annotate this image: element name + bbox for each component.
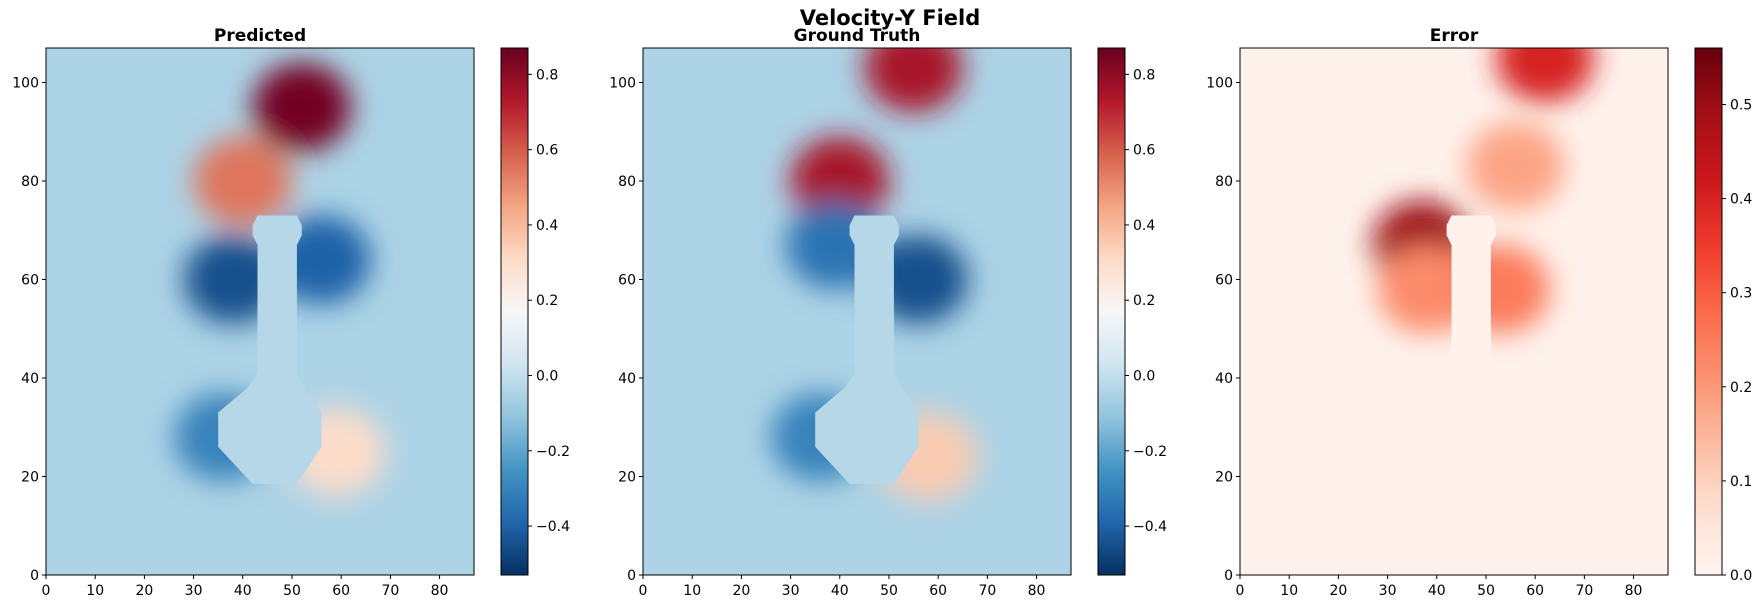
colorbar [1694,47,1723,576]
x-tick-label: 60 [1526,583,1544,599]
x-tick-label: 50 [880,583,898,599]
x-tick-label: 10 [1280,583,1298,599]
figure-title: Velocity-Y Field [800,6,981,30]
y-tick-label: 60 [618,272,636,288]
x-tick-label: 0 [1236,583,1245,599]
colorbar-tick-label: −0.4 [1133,519,1167,535]
colorbar-tick-label: −0.2 [1133,444,1167,460]
y-tick-label: 60 [21,272,39,288]
colorbar-tick-label: 0.6 [1133,143,1155,159]
y-tick-label: 40 [1215,371,1233,387]
x-tick-label: 60 [929,583,947,599]
heatmap-panel-2: 0 10 20 30 40 50 60 70 80 0 20 40 60 80 100 Ground Trut… [609,26,1167,599]
colorbar-tick-label: 0.0 [536,368,558,384]
y-tick-label: 60 [1215,272,1233,288]
x-tick-label: 70 [978,583,996,599]
heatmap-feature-positive-lobe [864,48,963,113]
axes-frame [1239,47,1669,576]
heatmap-feature-positive-lobe [790,136,889,226]
axes-frame [45,47,475,576]
heatmap-panel-1: 0 10 20 30 40 50 60 70 80 0 20 40 60 80 100 Predicted −0… [12,26,570,599]
x-tick-label: 80 [1625,583,1643,599]
colorbar-tick-label: 0.0 [1730,568,1752,584]
colorbar-tick-label: 0.2 [1133,293,1155,309]
x-tick-label: 70 [1575,583,1593,599]
panel-title: Ground Truth [794,26,921,46]
y-tick-label: 0 [627,568,636,584]
x-tick-label: 10 [86,583,104,599]
y-tick-label: 80 [618,174,636,190]
x-tick-label: 0 [639,583,648,599]
x-tick-label: 70 [381,583,399,599]
x-tick-label: 20 [732,583,750,599]
y-tick-label: 0 [1224,568,1233,584]
colorbar-tick-label: −0.4 [536,519,570,535]
panel-title: Error [1430,26,1479,46]
y-tick-label: 100 [1206,75,1233,91]
x-tick-label: 40 [234,583,252,599]
colorbar-tick-label: 0.0 [1133,368,1155,384]
x-tick-label: 10 [683,583,701,599]
heatmap-feature-hotspot [1466,121,1565,211]
x-tick-label: 50 [1477,583,1495,599]
x-tick-label: 40 [831,583,849,599]
panel-title: Predicted [214,26,306,46]
obstacle-shape [1412,215,1516,484]
y-tick-label: 80 [21,174,39,190]
colorbar-tick-label: −0.2 [536,444,570,460]
y-tick-label: 20 [618,469,636,485]
y-tick-label: 40 [618,371,636,387]
heatmap-feature-positive-lobe [252,62,352,152]
y-tick-label: 100 [609,75,636,91]
colorbar-tick-label: 0.8 [1133,67,1155,83]
x-tick-label: 40 [1428,583,1446,599]
colorbar-tick-label: 0.4 [536,218,558,234]
heatmap-feature-hotspot [1495,48,1595,103]
colorbar-tick-label: 0.8 [536,67,558,83]
colorbar-tick-label: 0.6 [536,143,558,159]
colorbar-tick-label: 0.1 [1730,474,1752,490]
colorbar-tick-label: 0.2 [1730,380,1752,396]
colorbar [1097,47,1126,576]
x-tick-label: 80 [1028,583,1046,599]
x-tick-label: 0 [42,583,51,599]
y-tick-label: 80 [1215,174,1233,190]
y-tick-label: 20 [1215,469,1233,485]
y-tick-label: 0 [30,568,39,584]
heatmap-feature-positive-lobe [193,136,292,226]
x-tick-label: 30 [185,583,203,599]
x-tick-label: 30 [782,583,800,599]
x-tick-label: 30 [1379,583,1397,599]
x-tick-label: 80 [431,583,449,599]
obstacle-shape [218,215,322,484]
x-tick-label: 20 [135,583,153,599]
x-tick-label: 60 [332,583,350,599]
colorbar-tick-label: 0.5 [1730,97,1752,113]
x-tick-label: 50 [283,583,301,599]
obstacle-shape [815,215,919,484]
colorbar-tick-label: 0.3 [1730,286,1752,302]
colorbar-tick-label: 0.4 [1730,192,1752,208]
colorbar-tick-label: 0.4 [1133,218,1155,234]
y-tick-label: 40 [21,371,39,387]
y-tick-label: 100 [12,75,39,91]
y-tick-label: 20 [21,469,39,485]
axes-frame [642,47,1072,576]
colorbar-tick-label: 0.2 [536,293,558,309]
heatmap-panel-3: 0 10 20 30 40 50 60 70 80 0 20 40 60 80 100 Error 0.0 0.1… [1206,26,1752,599]
x-tick-label: 20 [1329,583,1347,599]
colorbar [500,47,529,576]
